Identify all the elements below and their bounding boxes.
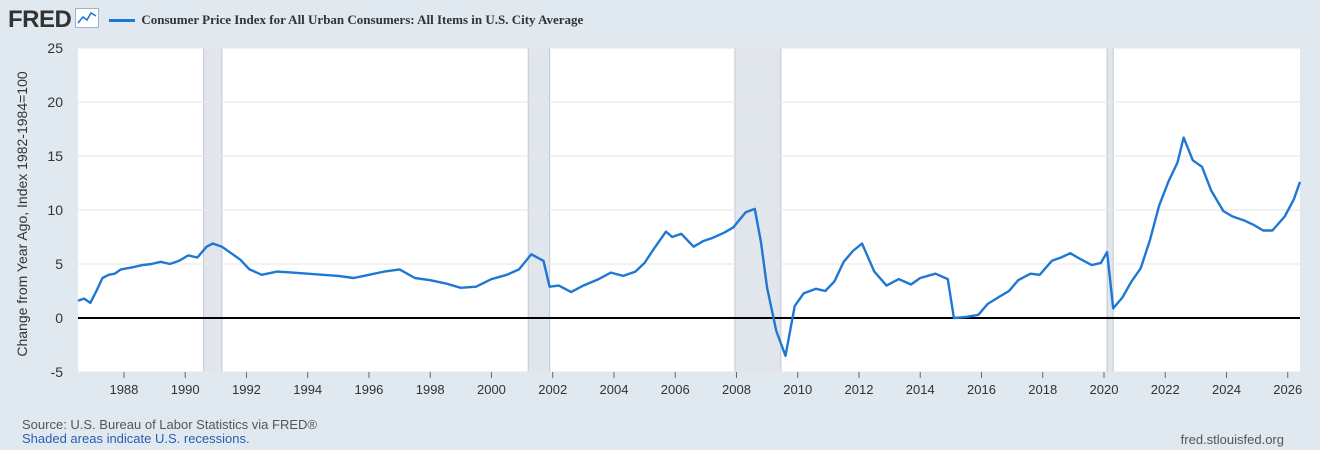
x-tick-label: 2022: [1151, 382, 1180, 397]
chart-title: Consumer Price Index for All Urban Consu…: [141, 12, 584, 27]
x-tick-label: 2026: [1273, 382, 1302, 397]
x-tick-label: 2014: [906, 382, 935, 397]
y-tick-label: 20: [47, 94, 63, 110]
line-chart: 25 20 15 10 5 0 -5 1988 1990 1992 1994 1996 1998 200…: [14, 40, 1302, 397]
y-tick-label: -5: [51, 364, 64, 380]
chart-legend: Consumer Price Index for All Urban Consu…: [109, 12, 583, 28]
recession-note: Shaded areas indicate U.S. recessions.: [22, 431, 250, 446]
x-tick-label: 1988: [109, 382, 138, 397]
x-tick-label: 1992: [232, 382, 261, 397]
y-tick-label: 25: [47, 40, 63, 56]
x-tick-label: 2004: [600, 382, 629, 397]
x-tick-label: 2008: [722, 382, 751, 397]
x-tick-label: 2016: [967, 382, 996, 397]
y-axis-label: Change from Year Ago, Index 1982-1984=10…: [14, 71, 30, 356]
x-tick-label: 1996: [354, 382, 383, 397]
x-tick-label: 2012: [845, 382, 874, 397]
y-tick-label: 5: [55, 256, 63, 272]
fred-logo[interactable]: FRED: [8, 6, 72, 33]
y-tick-label: 10: [47, 202, 63, 218]
x-tick-label: 2010: [783, 382, 812, 397]
footer-source: Source: U.S. Bureau of Labor Statistics …: [22, 418, 317, 446]
source-text: Source: U.S. Bureau of Labor Statistics …: [22, 417, 317, 432]
x-tick-label: 2006: [661, 382, 690, 397]
x-tick-label: 2020: [1090, 382, 1119, 397]
y-tick-label: 15: [47, 148, 63, 164]
x-tick-label: 2002: [538, 382, 567, 397]
x-tick-label: 2000: [477, 382, 506, 397]
x-tick-label: 1994: [293, 382, 322, 397]
x-tick-label: 2024: [1212, 382, 1241, 397]
x-tick-label: 2018: [1028, 382, 1057, 397]
x-tick-label: 1998: [416, 382, 445, 397]
x-tick-label: 1990: [171, 382, 200, 397]
series-line: [77, 136, 1302, 357]
chart-header: FRED Consumer Price Index for All Urban …: [8, 4, 583, 36]
site-link[interactable]: fred.stlouisfed.org: [1180, 432, 1284, 447]
line-chart-icon: [75, 7, 100, 33]
legend-swatch: [109, 18, 136, 22]
y-tick-label: 0: [55, 310, 63, 326]
